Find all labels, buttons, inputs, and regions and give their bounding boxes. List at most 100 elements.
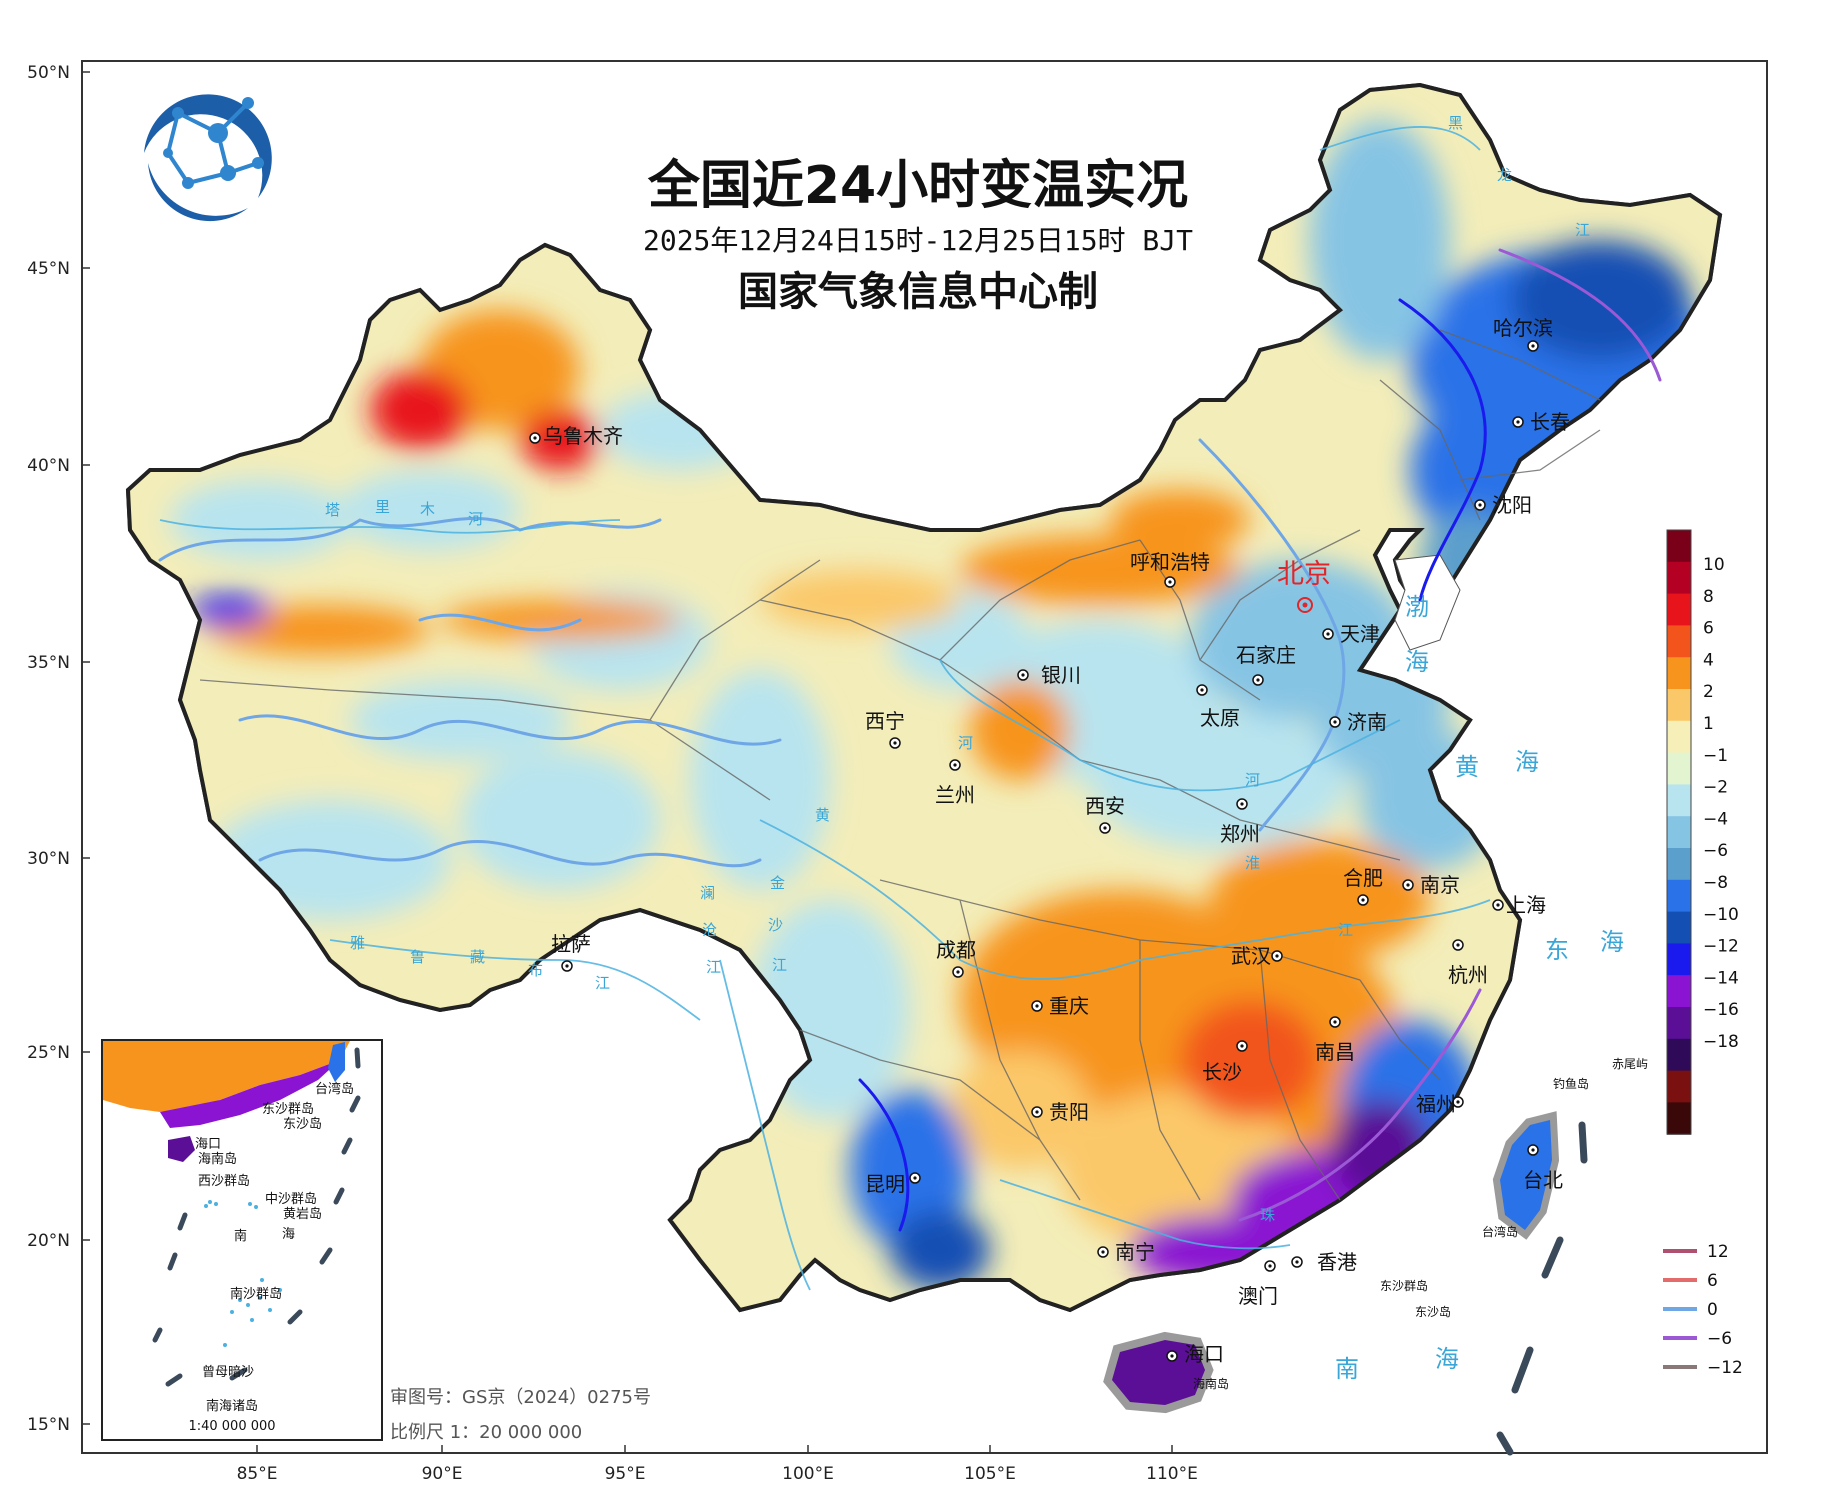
colorbar-label: −16 xyxy=(1703,1000,1739,1020)
colorbar-label: 2 xyxy=(1703,682,1714,702)
sea-south-2: 海 xyxy=(1435,1345,1459,1373)
isoline-label: 6 xyxy=(1707,1271,1718,1291)
city-name: 呼和浩特 xyxy=(1130,550,1210,574)
city-23: 福州 xyxy=(1416,1092,1464,1116)
taiwan-label: 台湾岛 xyxy=(1482,1224,1518,1239)
capital-dot-icon xyxy=(1302,602,1308,608)
river-jinsha-1: 金 xyxy=(770,874,785,892)
colorbar-swatch xyxy=(1667,720,1691,754)
colorbar-label: −18 xyxy=(1703,1032,1739,1052)
river-tarim-3: 木 xyxy=(420,500,435,518)
city-8: 西宁 xyxy=(865,709,905,749)
inset-scale: 1:40 000 000 xyxy=(188,1419,275,1434)
inset-label-dongsha-qd: 东沙群岛 xyxy=(262,1101,314,1117)
longitude-labels: 85°E 90°E 95°E 100°E 105°E 110°E xyxy=(237,1464,1198,1484)
city-name: 北京 xyxy=(1277,559,1331,590)
map-title: 全国近24小时变温实况 xyxy=(647,156,1188,216)
city-name: 兰州 xyxy=(935,783,975,807)
city-name: 西安 xyxy=(1085,794,1125,818)
colorbar-label: −4 xyxy=(1703,809,1728,829)
city-30: 哈尔滨 xyxy=(1493,316,1553,352)
colorbar-label: −8 xyxy=(1703,873,1728,893)
city-11: 郑州 xyxy=(1220,798,1260,846)
sea-bohai-2: 海 xyxy=(1405,648,1429,676)
longitude-label: 90°E xyxy=(422,1464,463,1484)
cma-globe-logo-icon xyxy=(142,87,274,222)
river-heilong-2: 龙 xyxy=(1497,166,1512,184)
colorbar-swatch xyxy=(1667,625,1691,658)
city-19: 重庆 xyxy=(1031,994,1089,1018)
inset-label-haikou: 海口 xyxy=(195,1137,221,1152)
colorbar-swatch xyxy=(1667,561,1691,595)
river-jinsha-3: 江 xyxy=(772,956,787,974)
longitude-label: 85°E xyxy=(237,1464,278,1484)
city-name: 银川 xyxy=(1041,663,1081,687)
dongsha-qd-label: 东沙群岛 xyxy=(1380,1278,1428,1293)
city-5: 银川 xyxy=(1017,663,1081,687)
city-0: 乌鲁木齐 xyxy=(529,424,623,448)
map-subtitle: 2025年12月24日15时-12月25日15时 BJT xyxy=(643,224,1193,257)
nine-dash-line xyxy=(1496,1121,1588,1456)
city-20: 南昌 xyxy=(1315,1016,1355,1064)
longitude-label: 95°E xyxy=(605,1464,646,1484)
colorbar-swatch xyxy=(1667,657,1691,690)
city-32: 沈阳 xyxy=(1474,493,1532,517)
city-name: 石家庄 xyxy=(1236,643,1296,667)
inset-label-zengmu: 曾母暗沙 xyxy=(202,1365,254,1380)
river-yellow-2: 河 xyxy=(958,734,973,752)
sea-yellow-2: 海 xyxy=(1515,748,1539,776)
city-name: 武汉 xyxy=(1231,944,1271,968)
city-7: 济南 xyxy=(1329,710,1387,734)
south-china-sea-inset: 台湾岛 东沙群岛 东沙岛 海口 海南岛 西沙群岛 中沙群岛 黄岩岛 南 海 南沙… xyxy=(101,1039,383,1441)
island-labels: 钓鱼岛 赤尾屿 台湾岛 海南岛 东沙群岛 东沙岛 xyxy=(1193,1057,1648,1391)
inset-label-hai: 海 xyxy=(282,1227,295,1242)
hainan-label: 海南岛 xyxy=(1193,1376,1229,1391)
colorbar-swatch xyxy=(1667,816,1691,849)
colorbar-swatch xyxy=(1667,879,1691,913)
isoline-label: −12 xyxy=(1707,1358,1743,1378)
latitude-label: 30°N xyxy=(27,849,70,869)
map-scale: 比例尺 1：20 000 000 xyxy=(390,1422,582,1443)
china-border xyxy=(125,82,1723,1313)
colorbar-swatch xyxy=(1667,1038,1691,1072)
inset-label-zhongsha: 中沙群岛 xyxy=(265,1191,317,1207)
sea-east-1: 东 xyxy=(1545,936,1569,964)
latitude-label: 35°N xyxy=(27,653,70,673)
city-22: 贵阳 xyxy=(1031,1100,1089,1124)
river-zhu: 珠 xyxy=(1260,1206,1275,1224)
city-21: 长沙 xyxy=(1202,1040,1248,1084)
river-yellow-1: 黄 xyxy=(815,806,830,824)
river-tarim-4: 河 xyxy=(468,510,483,528)
colorbar-swatch xyxy=(1667,1102,1691,1135)
colorbar-label: 6 xyxy=(1703,619,1714,639)
city-28: 澳门 xyxy=(1238,1260,1278,1308)
city-9: 兰州 xyxy=(935,759,975,807)
city-name: 西宁 xyxy=(865,709,905,733)
isoline-legend: 12 6 0 −6 −12 xyxy=(1663,1242,1743,1378)
city-name: 杭州 xyxy=(1448,963,1488,987)
city-10: 西安 xyxy=(1085,794,1125,834)
river-lancang-2: 沧 xyxy=(702,921,717,939)
city-26: 南宁 xyxy=(1097,1240,1155,1264)
latitude-label: 40°N xyxy=(27,456,70,476)
colorbar-swatch xyxy=(1667,911,1691,944)
colorbar-swatch xyxy=(1667,943,1691,976)
city-name: 南京 xyxy=(1420,873,1460,897)
longitude-label: 100°E xyxy=(782,1464,834,1484)
city-name: 上海 xyxy=(1506,893,1546,917)
city-16: 成都 xyxy=(936,938,976,978)
latitude-label: 45°N xyxy=(27,259,70,279)
latitude-label: 20°N xyxy=(27,1231,70,1251)
latitude-labels: 50°N 45°N 40°N 35°N 30°N 25°N 20°N 15°N xyxy=(27,63,70,1435)
city-name: 太原 xyxy=(1200,706,1240,730)
colorbar-swatch xyxy=(1667,689,1691,722)
city-4: 石家庄 xyxy=(1236,643,1296,686)
river-heilong-3: 江 xyxy=(1575,221,1590,239)
latitude-label: 25°N xyxy=(27,1043,70,1063)
inset-label-taiwan: 台湾岛 xyxy=(315,1081,354,1097)
river-lancang-3: 江 xyxy=(706,958,721,976)
city-27: 香港 xyxy=(1291,1250,1357,1274)
river-tarim-2: 里 xyxy=(375,498,390,516)
colorbar-swatch xyxy=(1667,784,1691,817)
colorbar-swatch xyxy=(1667,752,1691,785)
